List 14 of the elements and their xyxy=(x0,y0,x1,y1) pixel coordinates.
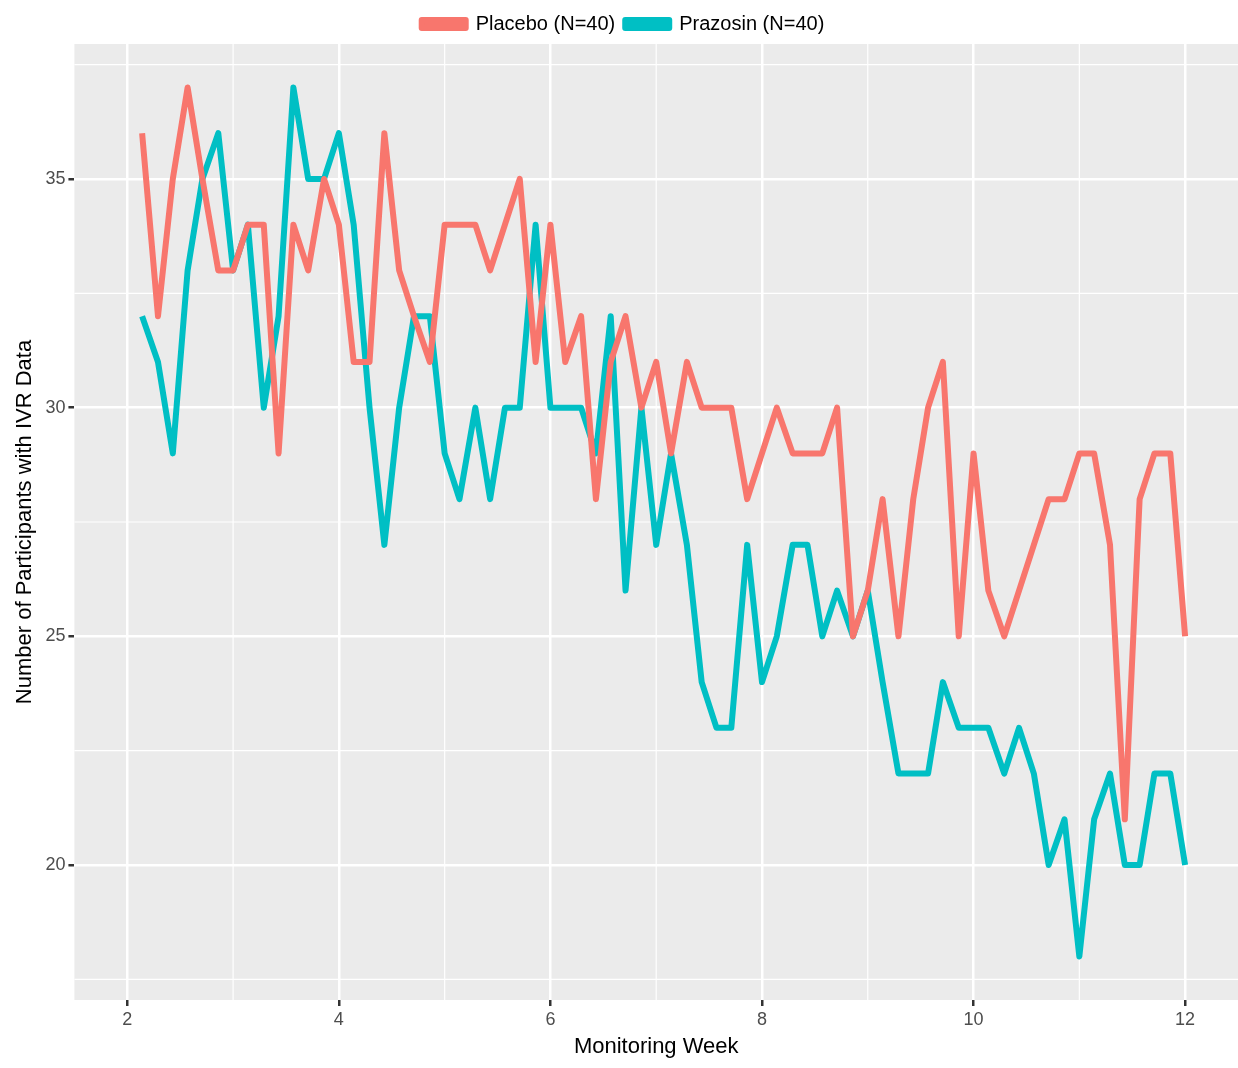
legend-label: Prazosin (N=40) xyxy=(679,11,825,34)
x-tick-label: 2 xyxy=(122,1008,133,1029)
y-tick-label: 35 xyxy=(45,167,66,188)
y-tick-label: 30 xyxy=(45,396,66,417)
x-tick-label: 12 xyxy=(1175,1008,1196,1029)
y-tick-label: 25 xyxy=(45,625,66,646)
legend-label: Placebo (N=40) xyxy=(475,11,616,34)
x-tick-label: 10 xyxy=(963,1008,984,1029)
x-axis-title: Monitoring Week xyxy=(573,1032,740,1058)
y-axis-title: Number of Participants with IVR Data xyxy=(11,339,37,705)
x-tick-label: 6 xyxy=(545,1008,556,1029)
x-tick-label: 4 xyxy=(333,1008,344,1029)
y-tick-label: 20 xyxy=(45,854,66,875)
x-tick-label: 8 xyxy=(756,1008,767,1029)
